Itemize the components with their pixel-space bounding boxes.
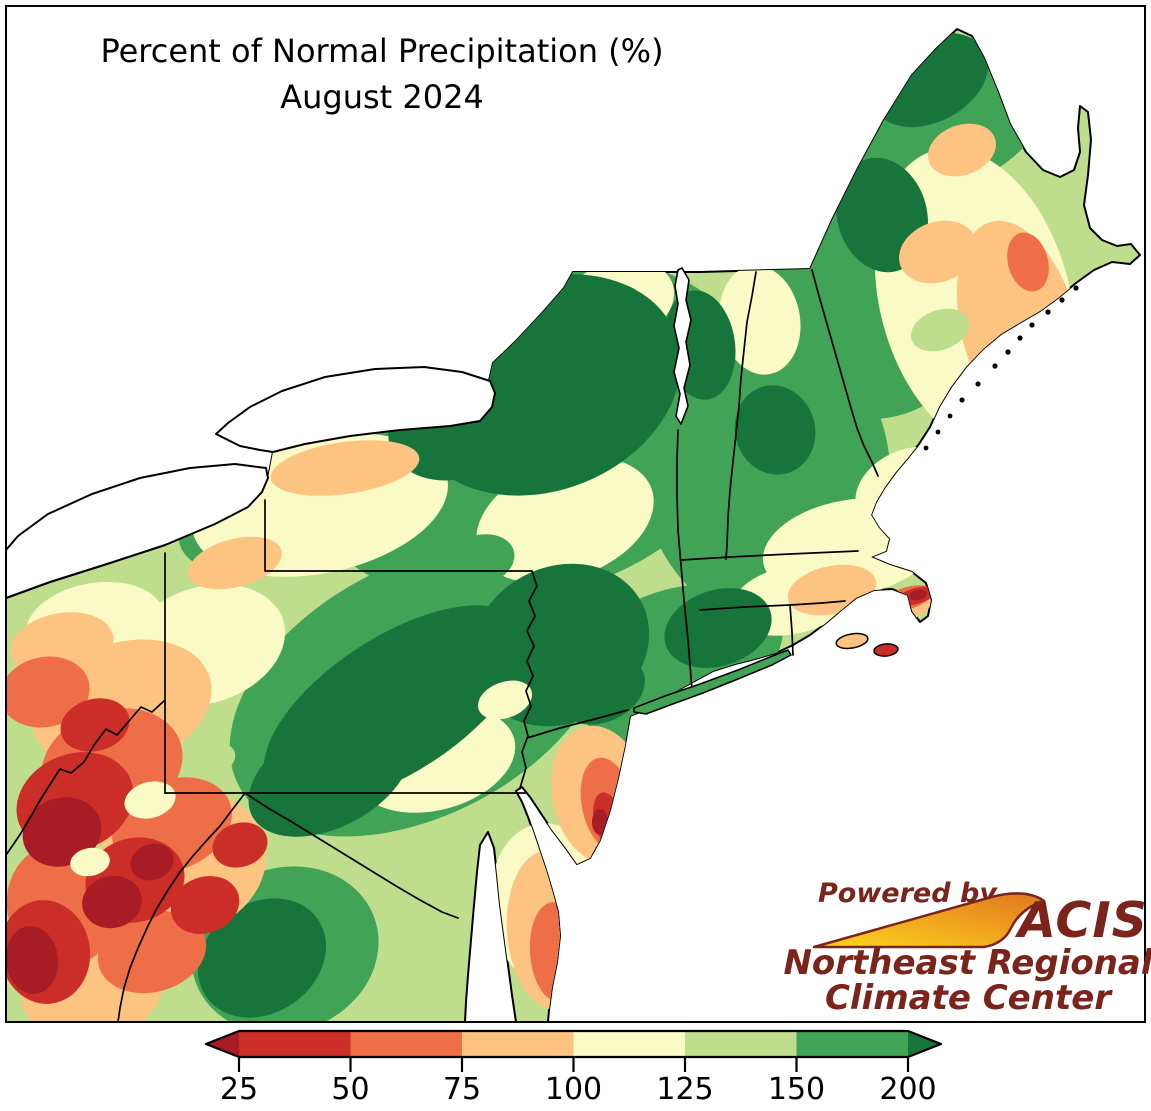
colorbar-segment [462, 1031, 574, 1057]
colorbar-ticks [237, 1057, 910, 1072]
islands [633, 285, 1079, 715]
acis-wordmark: ACIS [1014, 892, 1148, 949]
colorbar-tick-label: 75 [443, 1072, 481, 1107]
colorbar-segment [239, 1031, 351, 1057]
colorbar-arrow-high [908, 1031, 941, 1057]
state-borders [5, 269, 879, 1023]
lake-erie [5, 463, 269, 599]
colorbar-tick-label: 150 [768, 1072, 825, 1107]
colorbar-segment [796, 1031, 908, 1057]
nantucket [873, 643, 899, 657]
colorbar-tick-label: 125 [656, 1072, 713, 1107]
acis-swoosh-icon [812, 892, 1046, 949]
long-island [633, 649, 792, 715]
colorbar-tick-label: 100 [545, 1072, 602, 1107]
maine-coastal-islands [923, 285, 1079, 451]
nrcc-acis-logo: Powered by ACIS Northeast Regional Clima… [783, 878, 1151, 1018]
org-name-line-1: Northeast Regional [783, 943, 1151, 983]
lake-ontario [215, 366, 496, 453]
colorbar-arrow-low [206, 1031, 239, 1057]
org-name-line-2: Climate Center [825, 978, 1113, 1018]
colorbar-legend: 25 50 75 100 125 150 200 [204, 1029, 943, 1107]
colorbar-segment [350, 1031, 462, 1057]
title-line-2: August 2024 [280, 78, 484, 116]
map-frame [5, 5, 1146, 1023]
colorbar-tick-labels: 25 50 75 100 125 150 200 [220, 1072, 937, 1107]
marthas-vineyard [835, 632, 869, 650]
map-title: Percent of Normal Precipitation (%) Augu… [100, 32, 663, 116]
lake-champlain [673, 267, 692, 425]
colorbar-tick-label: 50 [331, 1072, 369, 1107]
colorbar-segment [685, 1031, 797, 1057]
colorbar-tick-label: 25 [220, 1072, 258, 1107]
title-line-1: Percent of Normal Precipitation (%) [100, 32, 663, 70]
lakes [5, 267, 692, 599]
colorbar-tick-label: 200 [879, 1072, 936, 1107]
colorbar-segment [573, 1031, 685, 1057]
